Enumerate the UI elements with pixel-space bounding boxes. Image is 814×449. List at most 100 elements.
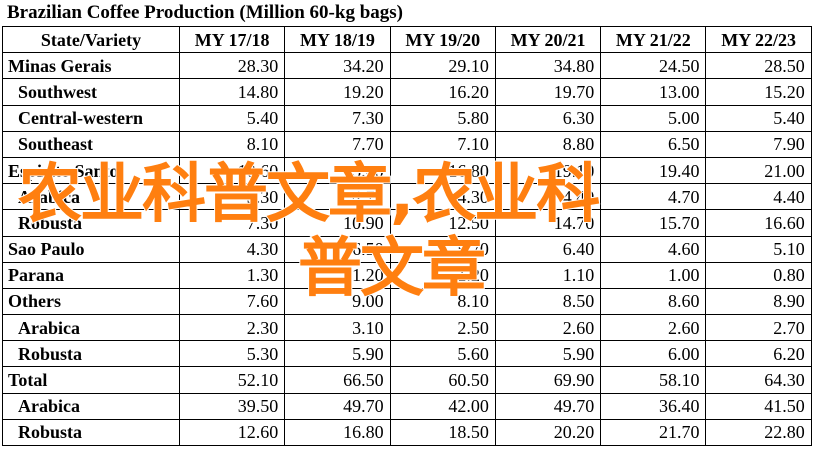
table-cell: 15.70 <box>600 209 707 237</box>
table-cell: 4.40 <box>494 183 602 211</box>
table-cell: 39.50 <box>178 392 286 420</box>
table-cell: 6.40 <box>494 235 602 263</box>
table-cell: 6.50 <box>284 235 391 263</box>
table-row: Espirito Santo 10.60 15.60 16.80 19.10 19.40 2… <box>2 156 812 185</box>
table-cell: 18.50 <box>389 418 496 447</box>
table-cell: 15.60 <box>284 156 391 185</box>
coffee-production-table: State/Variety MY 17/18 MY 18/19 MY 19/20… <box>2 25 812 447</box>
table-row: Total 52.10 66.50 60.50 69.90 58.10 64.30 <box>2 366 812 394</box>
row-label: Arabica <box>2 183 180 211</box>
table-cell: 4.70 <box>600 183 707 211</box>
table-cell: 5.90 <box>494 340 602 368</box>
table-row: Others 7.60 9.00 8.10 8.50 8.60 8.90 <box>2 287 812 316</box>
table-cell: 7.10 <box>389 130 496 158</box>
table-row: Arabica 2.30 3.10 2.50 2.60 2.60 2.70 <box>2 314 812 342</box>
table-row: Southwest 14.80 19.20 16.20 19.70 13.00 15.20 <box>2 78 812 106</box>
column-header: MY 19/20 <box>389 25 496 54</box>
table-cell: 3.30 <box>178 183 286 211</box>
table-cell: 64.30 <box>705 366 812 394</box>
table-cell: 7.30 <box>178 209 286 237</box>
table-cell: 34.80 <box>494 52 602 80</box>
table-cell: 21.00 <box>705 156 812 185</box>
table-cell: 4.40 <box>705 183 812 211</box>
table-cell: 16.60 <box>705 209 812 237</box>
table-cell: 8.10 <box>178 130 286 158</box>
table-cell: 5.00 <box>600 104 707 132</box>
row-label: Others <box>2 287 180 316</box>
table-cell: 6.00 <box>600 340 707 368</box>
row-label: Arabica <box>2 392 180 420</box>
table-cell: 19.20 <box>284 78 391 106</box>
table-cell: 5.70 <box>389 235 496 263</box>
column-header: MY 22/23 <box>705 25 812 54</box>
row-label: Sao Paulo <box>2 235 180 263</box>
table-cell: 12.50 <box>389 209 496 237</box>
table-cell: 2.50 <box>389 314 496 342</box>
row-label: Robusta <box>2 209 180 237</box>
table-cell: 7.90 <box>705 130 812 158</box>
table-cell: 0.80 <box>705 261 812 289</box>
table-cell: 5.40 <box>178 104 286 132</box>
table-cell: 10.60 <box>178 156 286 185</box>
table-cell: 19.70 <box>494 78 602 106</box>
table-row: Robusta 5.30 5.90 5.60 5.90 6.00 6.20 <box>2 340 812 368</box>
table-row: Arabica 39.50 49.70 42.00 49.70 36.40 41.50 <box>2 392 812 420</box>
row-label: Central-western <box>2 104 180 132</box>
table-cell: 6.30 <box>494 104 602 132</box>
table-cell: 5.60 <box>389 340 496 368</box>
table-row: Arabica 3.30 4.70 4.30 4.40 4.70 4.40 <box>2 183 812 211</box>
table-cell: 16.80 <box>284 418 391 447</box>
table-cell: 60.50 <box>389 366 496 394</box>
table-cell: 8.50 <box>494 287 602 316</box>
row-label: Robusta <box>2 340 180 368</box>
table-cell: 24.50 <box>600 52 707 80</box>
table-cell: 7.30 <box>284 104 391 132</box>
table-cell: 49.70 <box>284 392 391 420</box>
table-cell: 16.20 <box>389 78 496 106</box>
header-row: State/Variety MY 17/18 MY 18/19 MY 19/20… <box>2 25 812 54</box>
table-cell: 20.20 <box>494 418 602 447</box>
table-cell: 19.10 <box>494 156 602 185</box>
table-cell: 16.80 <box>389 156 496 185</box>
table-row: Sao Paulo 4.30 6.50 5.70 6.40 4.60 5.10 <box>2 235 812 263</box>
table-cell: 28.30 <box>178 52 286 80</box>
table-cell: 9.00 <box>284 287 391 316</box>
table-cell: 5.90 <box>284 340 391 368</box>
column-header: State/Variety <box>2 25 180 54</box>
table-cell: 1.00 <box>600 261 707 289</box>
row-label: Southwest <box>2 78 180 106</box>
row-label: Minas Gerais <box>2 52 180 80</box>
table-cell: 29.10 <box>389 52 496 80</box>
table-cell: 19.40 <box>600 156 707 185</box>
table-row: Southeast 8.10 7.70 7.10 8.80 6.50 7.90 <box>2 130 812 158</box>
table-cell: 7.60 <box>178 287 286 316</box>
table-cell: 8.90 <box>705 287 812 316</box>
table-row: Central-western 5.40 7.30 5.80 6.30 5.00 5.40 <box>2 104 812 132</box>
table-row: Robusta 7.30 10.90 12.50 14.70 15.70 16.60 <box>2 209 812 237</box>
table-cell: 2.30 <box>178 314 286 342</box>
table-row: Parana 1.30 1.20 1.20 1.10 1.00 0.80 <box>2 261 812 289</box>
table-cell: 36.40 <box>600 392 707 420</box>
column-header: MY 18/19 <box>284 25 391 54</box>
column-header: MY 20/21 <box>494 25 602 54</box>
row-label: Espirito Santo <box>2 156 180 185</box>
table-cell: 4.30 <box>178 235 286 263</box>
table-cell: 14.70 <box>494 209 602 237</box>
row-label: Arabica <box>2 314 180 342</box>
table-row: Robusta 12.60 16.80 18.50 20.20 21.70 22.80 <box>2 418 812 447</box>
table-cell: 5.80 <box>389 104 496 132</box>
table-cell: 1.20 <box>389 261 496 289</box>
table-cell: 4.30 <box>389 183 496 211</box>
table-cell: 4.70 <box>284 183 391 211</box>
table-cell: 14.80 <box>178 78 286 106</box>
table-cell: 3.10 <box>284 314 391 342</box>
table-cell: 6.20 <box>705 340 812 368</box>
table-cell: 41.50 <box>705 392 812 420</box>
table-cell: 34.20 <box>284 52 391 80</box>
table-cell: 10.90 <box>284 209 391 237</box>
table-cell: 4.60 <box>600 235 707 263</box>
row-label: Total <box>2 366 180 394</box>
table-cell: 13.00 <box>600 78 707 106</box>
table-row: Minas Gerais 28.30 34.20 29.10 34.80 24.50 28.… <box>2 52 812 80</box>
table-cell: 66.50 <box>284 366 391 394</box>
